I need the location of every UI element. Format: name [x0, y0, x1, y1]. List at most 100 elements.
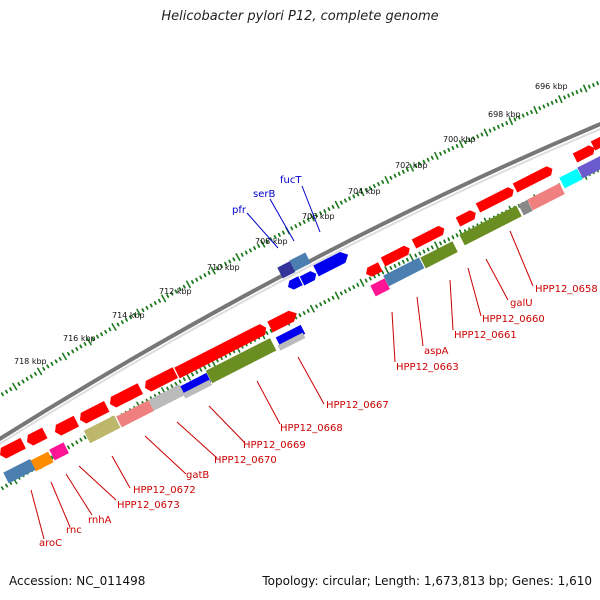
major-tick	[235, 253, 241, 261]
minor-tick	[46, 364, 50, 369]
minor-tick	[207, 363, 211, 368]
minor-tick	[174, 289, 178, 294]
minor-tick	[290, 226, 294, 231]
minor-tick	[505, 121, 509, 126]
forward-strand-arrow	[380, 245, 410, 267]
forward-strand-arrow	[277, 261, 296, 279]
minor-tick	[546, 102, 550, 107]
leader-line	[111, 455, 131, 489]
minor-tick	[0, 392, 4, 397]
minor-tick	[157, 391, 162, 396]
major-tick	[533, 106, 538, 115]
minor-tick	[348, 287, 352, 292]
major-tick	[334, 291, 340, 300]
minor-tick	[71, 442, 75, 447]
major-tick	[161, 294, 167, 303]
leader-line	[176, 421, 218, 459]
minor-tick	[530, 110, 533, 114]
minor-tick	[538, 106, 542, 111]
major-tick	[582, 84, 588, 93]
reverse-strand-arrow	[277, 332, 306, 351]
major-tick	[384, 266, 390, 275]
minor-tick	[480, 132, 484, 137]
minor-tick	[579, 88, 583, 93]
minor-tick	[54, 359, 58, 364]
tick-label: 704 kbp	[348, 187, 381, 196]
major-tick	[260, 239, 266, 248]
minor-tick	[414, 253, 418, 258]
minor-tick	[5, 483, 9, 488]
gene-label: HPP12_0663	[396, 362, 459, 373]
minor-tick	[443, 239, 447, 244]
minor-tick	[443, 149, 447, 154]
minor-tick	[377, 181, 381, 187]
minor-tick	[170, 291, 174, 296]
minor-tick	[496, 124, 500, 129]
minor-tick	[372, 184, 376, 189]
minor-tick	[248, 248, 252, 253]
minor-tick	[455, 233, 459, 238]
minor-tick	[414, 163, 418, 168]
leader-line	[246, 212, 279, 249]
major-tick	[185, 372, 191, 381]
minor-tick	[5, 389, 9, 394]
minor-tick	[269, 328, 273, 333]
major-tick	[210, 266, 216, 275]
major-tick	[111, 323, 117, 331]
leader-line	[297, 356, 325, 405]
minor-tick	[67, 351, 71, 356]
gene-label: HPP12_0668	[280, 423, 343, 434]
minor-tick	[166, 386, 170, 391]
forward-strand-arrow	[512, 166, 553, 193]
minor-tick	[389, 175, 393, 180]
minor-tick	[75, 346, 79, 351]
minor-tick	[145, 305, 149, 310]
minor-tick	[294, 224, 298, 229]
gene-label: aroC	[39, 538, 62, 549]
leader-line	[467, 267, 482, 317]
minor-tick	[356, 282, 360, 287]
tick-label: 714 kbp	[112, 311, 145, 320]
minor-tick	[426, 157, 430, 162]
minor-tick	[381, 270, 385, 275]
minor-tick	[174, 381, 178, 386]
reverse-strand-arrow	[55, 415, 80, 436]
reverse-strand-arrow	[147, 384, 185, 412]
minor-tick	[157, 298, 162, 303]
minor-tick	[253, 246, 257, 251]
minor-tick	[265, 239, 269, 244]
gene-label: serB	[253, 189, 275, 200]
forward-strand-arrow	[299, 271, 317, 286]
reverse-strand-arrow	[518, 200, 533, 216]
reverse-strand-arrow	[288, 276, 303, 290]
minor-tick	[418, 161, 422, 166]
leader-line	[144, 435, 187, 475]
minor-tick	[104, 329, 108, 334]
major-tick	[359, 278, 365, 287]
major-tick	[409, 253, 415, 262]
minor-tick	[401, 259, 405, 264]
tick-label: 718 kbp	[14, 357, 47, 366]
tick-label: 716 kbp	[63, 334, 96, 343]
minor-tick	[29, 374, 33, 379]
minor-tick	[219, 356, 224, 361]
minor-tick	[501, 123, 504, 127]
minor-tick	[244, 250, 248, 255]
minor-tick	[240, 252, 244, 257]
major-tick	[508, 117, 514, 126]
leader-line	[269, 198, 295, 242]
minor-tick	[0, 486, 4, 491]
minor-tick	[182, 284, 186, 289]
reverse-strand-arrow	[420, 241, 458, 269]
gene-label: HPP12_0660	[482, 314, 545, 325]
minor-tick	[331, 204, 335, 209]
minor-tick	[298, 221, 302, 227]
forward-strand-arrow	[313, 252, 349, 277]
minor-tick	[17, 382, 21, 387]
reverse-strand-arrow	[275, 324, 306, 347]
minor-tick	[83, 435, 87, 440]
minor-tick	[277, 232, 281, 237]
leader-line	[449, 279, 454, 331]
minor-tick	[33, 371, 37, 376]
reverse-gene-labels: HPP12_0658 galU HPP12_0660 HPP12_0661 as…	[39, 284, 598, 549]
